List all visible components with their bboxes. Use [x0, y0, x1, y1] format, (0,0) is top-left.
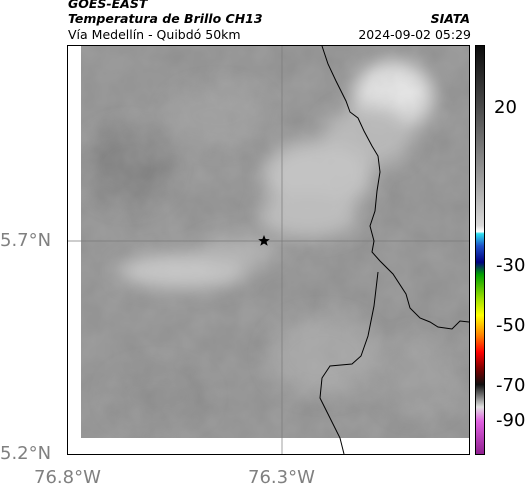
colorbar-label-20: 20 [494, 97, 517, 118]
region-label: Vía Medellín - Quibdó 50km [68, 27, 241, 42]
colorbar [475, 45, 485, 455]
timestamp: 2024-09-02 05:29 [358, 27, 471, 42]
coastline-border-south [319, 271, 379, 454]
coastline-border [321, 46, 469, 330]
lat-label-5.2: 5.2°N [0, 443, 52, 464]
product-title: Temperatura de Brillo CH13 [68, 11, 263, 26]
agency-label: SIATA [430, 11, 470, 26]
lat-label-5.7: 5.7°N [0, 230, 52, 251]
colorbar-label-m50: -50 [496, 315, 526, 336]
satellite-map[interactable] [67, 45, 470, 455]
colorbar-label-m30: -30 [496, 255, 526, 276]
lon-label-76.3: 76.3°W [248, 467, 315, 488]
star-icon[interactable] [258, 235, 270, 246]
map-canvas [68, 46, 469, 454]
colorbar-label-m90: -90 [496, 410, 526, 431]
satellite-name: GOES-EAST [68, 0, 148, 11]
lon-label-76.8: 76.8°W [34, 467, 101, 488]
colorbar-label-m70: -70 [496, 375, 526, 396]
